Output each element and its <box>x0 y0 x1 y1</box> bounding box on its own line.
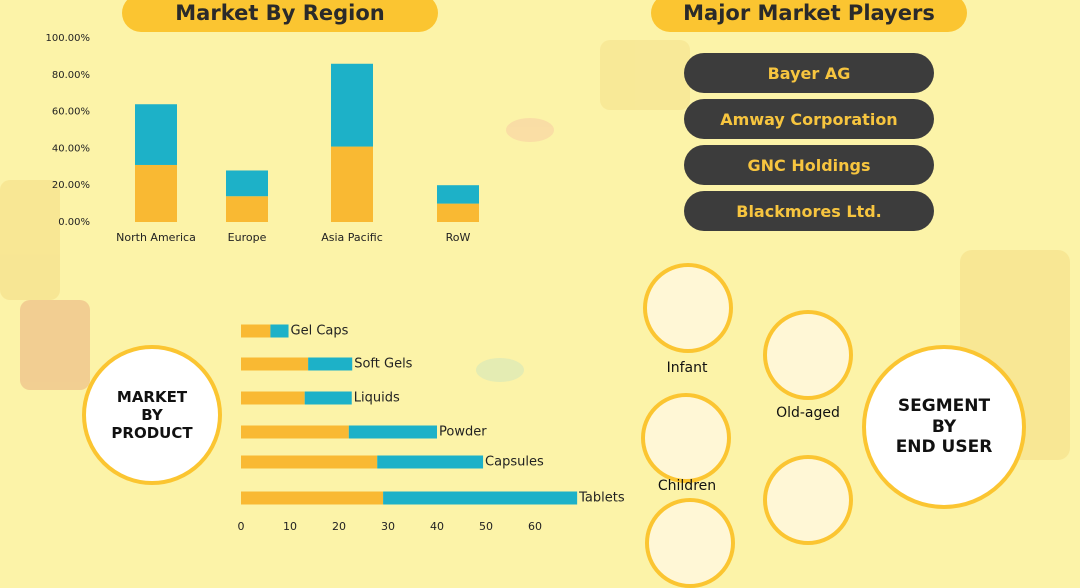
bar-segment <box>241 357 309 371</box>
y-tick-label: Capsules <box>485 455 544 470</box>
bar-segment <box>437 203 479 222</box>
x-tick-label: North America <box>116 231 196 244</box>
bar-segment <box>241 491 384 505</box>
decor <box>0 40 1070 460</box>
segment-icon <box>763 455 853 545</box>
bar-segment <box>270 324 289 338</box>
bar-segment <box>226 170 268 197</box>
y-tick-label: 100.00% <box>46 33 91 44</box>
x-tick-label: 60 <box>528 520 542 533</box>
x-tick-label: 20 <box>332 520 346 533</box>
x-tick-label: 0 <box>238 520 245 533</box>
x-tick-label: RoW <box>446 231 471 244</box>
bar-segment <box>437 185 479 204</box>
y-tick-label: 0.00% <box>58 217 90 228</box>
bar-segment <box>241 391 305 405</box>
y-tick-label: Liquids <box>354 391 400 406</box>
player-pill: Amway Corporation <box>684 99 934 139</box>
bar-segment <box>241 324 271 338</box>
x-tick-label: 50 <box>479 520 493 533</box>
bar-segment <box>241 425 349 439</box>
bar-segment <box>331 146 373 222</box>
players-title: Major Market Players <box>651 0 967 32</box>
bar-segment <box>348 425 437 439</box>
y-tick-label: Tablets <box>578 491 625 506</box>
bar-segment <box>135 164 177 222</box>
segment-label: Children <box>657 478 717 494</box>
y-tick-label: Soft Gels <box>354 357 412 372</box>
bar-segment <box>241 455 378 469</box>
x-tick-label: 10 <box>283 520 297 533</box>
bar-segment <box>308 357 353 371</box>
player-pill: GNC Holdings <box>684 145 934 185</box>
region-title: Market By Region <box>122 0 438 32</box>
end-user-title: SEGMENT BY END USER <box>862 345 1026 509</box>
x-tick-label: Europe <box>228 231 267 244</box>
chart: 0.00% 20.00% 40.00% 60.00% 80.00% 100.00% Nort… <box>0 33 1070 533</box>
bar-segment <box>331 63 373 147</box>
x-tick-label: Asia Pacific <box>321 231 383 244</box>
bar-segment <box>135 104 177 165</box>
player-pill: Bayer AG <box>684 53 934 93</box>
segment-icon <box>645 498 735 588</box>
y-tick-label: Gel Caps <box>291 324 349 339</box>
product-title: MARKET BY PRODUCT <box>82 345 222 485</box>
bar-segment <box>304 391 352 405</box>
x-tick-label: 40 <box>430 520 444 533</box>
y-tick-label: 40.00% <box>52 143 90 154</box>
bar-segment <box>226 196 268 222</box>
player-pill: Blackmores Ltd. <box>684 191 934 231</box>
y-tick-label: 20.00% <box>52 180 90 191</box>
x-tick-label: 30 <box>381 520 395 533</box>
segment-label: Infant <box>666 360 708 376</box>
y-tick-label: Powder <box>439 425 487 440</box>
y-tick-label: 80.00% <box>52 70 90 81</box>
infant-icon <box>643 263 733 353</box>
old-aged-icon <box>763 310 853 400</box>
children-icon <box>641 393 731 483</box>
bar-segment <box>383 491 578 505</box>
y-tick-label: 60.00% <box>52 107 90 118</box>
bar-segment <box>377 455 484 469</box>
segment-label: Old-aged <box>776 405 840 421</box>
